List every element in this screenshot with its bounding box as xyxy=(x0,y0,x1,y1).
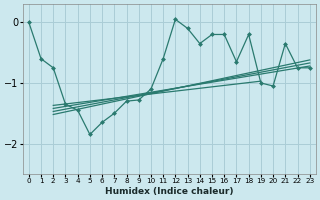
X-axis label: Humidex (Indice chaleur): Humidex (Indice chaleur) xyxy=(105,187,234,196)
